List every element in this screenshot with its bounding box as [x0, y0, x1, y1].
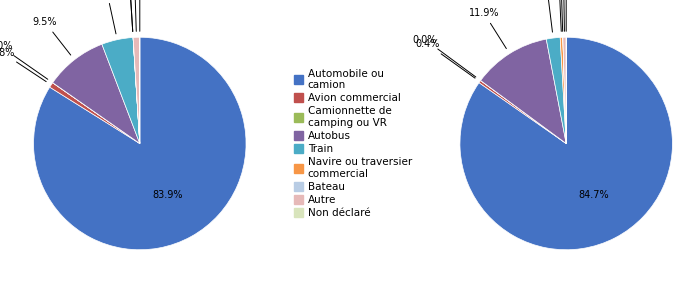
Wedge shape: [133, 38, 140, 144]
Wedge shape: [52, 83, 140, 144]
Text: 0.0%: 0.0%: [117, 0, 141, 32]
Wedge shape: [563, 37, 566, 144]
Wedge shape: [133, 38, 140, 144]
Legend: Automobile ou
camion, Avion commercial, Camionnette de
camping ou VR, Autobus, T: Automobile ou camion, Avion commercial, …: [294, 69, 412, 218]
Wedge shape: [460, 37, 672, 250]
Wedge shape: [481, 39, 566, 144]
Text: 83.9%: 83.9%: [153, 190, 183, 200]
Text: 84.7%: 84.7%: [578, 190, 609, 200]
Text: 0.8%: 0.8%: [0, 48, 46, 82]
Text: 0.0%: 0.0%: [549, 0, 573, 31]
Text: 0.0%: 0.0%: [0, 41, 48, 79]
Wedge shape: [102, 38, 140, 144]
Wedge shape: [481, 81, 566, 144]
Wedge shape: [547, 37, 566, 144]
Wedge shape: [560, 37, 566, 144]
Text: 11.9%: 11.9%: [469, 8, 506, 49]
Text: 9.5%: 9.5%: [33, 17, 71, 55]
Text: 0.0%: 0.0%: [413, 35, 476, 77]
Wedge shape: [133, 37, 140, 144]
Wedge shape: [563, 37, 566, 144]
Text: 0.0%: 0.0%: [554, 0, 578, 31]
Text: 4.8%: 4.8%: [95, 0, 120, 34]
Text: 0.0%: 0.0%: [128, 0, 152, 31]
Wedge shape: [52, 44, 140, 144]
Text: 0.4%: 0.4%: [547, 0, 571, 31]
Wedge shape: [34, 37, 246, 250]
Text: 2.1%: 2.1%: [535, 0, 559, 32]
Text: 0.5%: 0.5%: [552, 0, 576, 31]
Text: 1.0%: 1.0%: [123, 0, 147, 31]
Text: 0.0%: 0.0%: [117, 0, 141, 32]
Wedge shape: [50, 83, 140, 144]
Text: 0.4%: 0.4%: [416, 40, 475, 78]
Wedge shape: [479, 81, 566, 144]
